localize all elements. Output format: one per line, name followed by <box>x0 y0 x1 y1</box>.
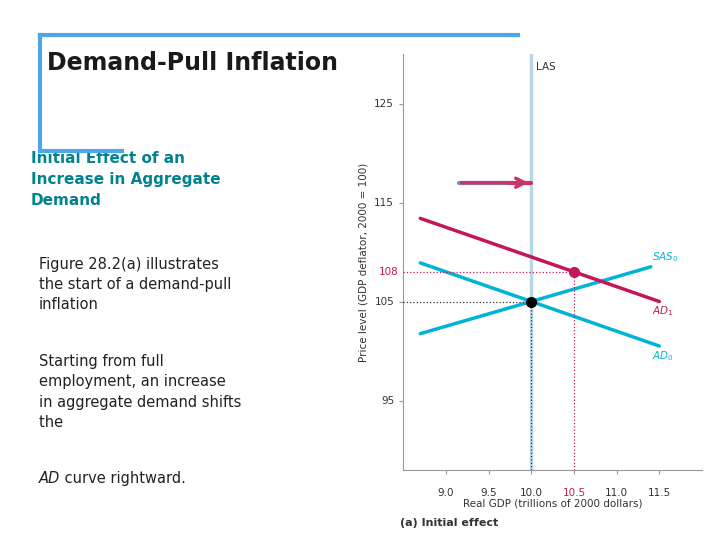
X-axis label: Real GDP (trillions of 2000 dollars): Real GDP (trillions of 2000 dollars) <box>463 498 642 508</box>
Text: Figure 28.2(a) illustrates
the start of a demand-pull
inflation: Figure 28.2(a) illustrates the start of … <box>39 256 231 312</box>
Text: 10.0: 10.0 <box>520 488 543 498</box>
Text: Initial Effect of an
Increase in Aggregate
Demand: Initial Effect of an Increase in Aggrega… <box>31 151 221 208</box>
Text: 11.0: 11.0 <box>605 488 628 498</box>
Text: 10.5: 10.5 <box>562 488 585 498</box>
Text: 108: 108 <box>379 267 399 277</box>
Text: $AD_0$: $AD_0$ <box>652 349 674 363</box>
Text: (a) Initial effect: (a) Initial effect <box>400 518 498 529</box>
Text: 9.0: 9.0 <box>438 488 454 498</box>
Text: $SAS_0$: $SAS_0$ <box>652 250 679 264</box>
Y-axis label: Price level (GDP deflator, 2000 = 100): Price level (GDP deflator, 2000 = 100) <box>359 163 369 361</box>
Text: AD: AD <box>39 471 60 487</box>
Text: LAS: LAS <box>536 62 555 72</box>
Text: 11.5: 11.5 <box>648 488 671 498</box>
Text: Starting from full
employment, an increase
in aggregate demand shifts
the: Starting from full employment, an increa… <box>39 354 241 430</box>
Text: Demand-Pull Inflation: Demand-Pull Inflation <box>47 51 338 75</box>
Text: $AD_1$: $AD_1$ <box>652 305 674 318</box>
Text: curve rightward.: curve rightward. <box>60 471 186 487</box>
Text: 9.5: 9.5 <box>480 488 497 498</box>
